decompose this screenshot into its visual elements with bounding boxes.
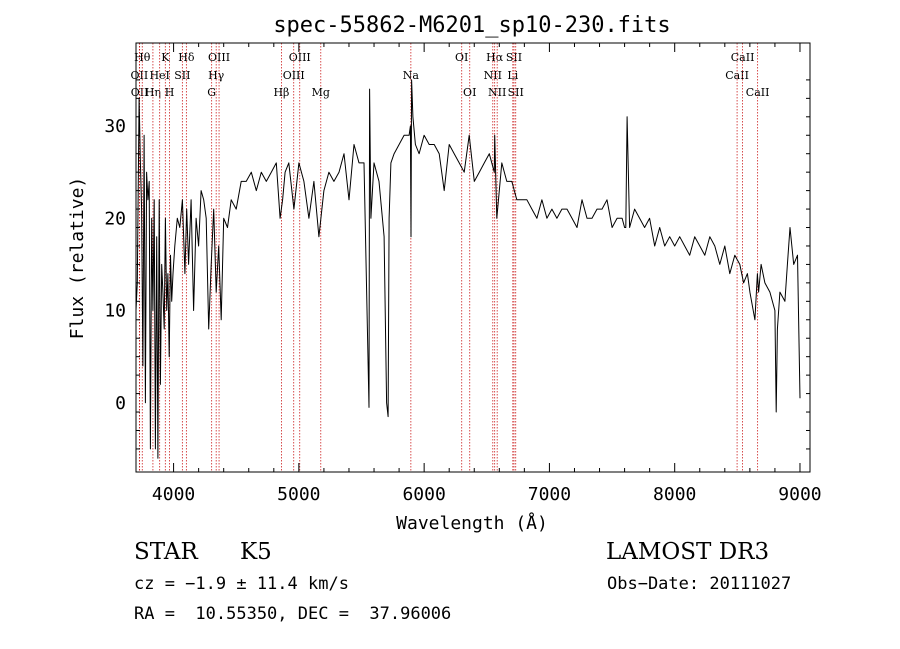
x-axis-label: Wavelength (Å) [396,512,548,534]
line-label: OI [463,86,476,99]
line-label: OIII [289,51,311,64]
line-label: Hα [486,51,504,64]
line-label: CaII [725,69,749,82]
y-tick-label: 30 [104,116,126,137]
x-tick-label: 4000 [152,484,195,505]
line-label: Hβ [273,86,289,99]
redshift-readout: cz = −1.9 ± 11.4 km/s [134,574,349,594]
spectrum-series [135,79,801,459]
axes: 4000 5000 6000 7000 8000 9000 0 10 20 30 [104,43,822,505]
spectral-line-markers: OII OII Hθ Hη K H HeI SII Hδ Hγ G OIII Hβ OIII OIII Mg N… [131,43,770,472]
chart-title: spec-55862-M6201_sp10-230.fits [273,13,670,38]
line-label: OII [131,69,149,82]
line-label: SII [174,69,190,82]
object-class: STAR [134,539,198,565]
survey-name: LAMOST DR3 [606,539,770,565]
line-label: Li [507,69,518,82]
line-label: Hγ [208,69,225,82]
line-label: Hη [145,86,161,99]
line-label: OIII [283,69,305,82]
line-label: HeI [149,69,169,82]
coordinates: RA = 10.55350, DEC = 37.96006 [134,604,452,624]
line-label: CaII [746,86,770,99]
x-tick-label: 5000 [277,484,320,505]
line-label: OII [131,86,149,99]
line-label: NII [484,69,502,82]
line-label: K [161,51,170,64]
line-label: Mg [312,86,330,99]
line-label: Na [403,69,420,82]
line-label: CaII [731,51,755,64]
line-label: SII [508,86,524,99]
line-label: OIII [208,51,230,64]
object-subclass: K5 [240,539,272,565]
line-label: Hδ [178,51,195,64]
line-label: H [165,86,175,99]
y-axis-label: Flux (relative) [67,177,88,340]
x-tick-label: 8000 [653,484,696,505]
y-tick-label: 20 [104,208,126,229]
x-tick-label: 6000 [402,484,445,505]
line-label: OI [455,51,468,64]
line-label: SII [506,51,522,64]
x-tick-label: 9000 [778,484,821,505]
line-label: G [207,86,216,99]
spectrum-line [135,79,801,459]
y-tick-label: 10 [104,301,126,322]
plot-frame [135,42,811,473]
line-label: Hθ [134,51,151,64]
x-tick-label: 7000 [528,484,571,505]
y-tick-label: 0 [115,393,126,414]
obs-date: Obs−Date: 20111027 [607,574,792,594]
line-label: NII [488,86,506,99]
